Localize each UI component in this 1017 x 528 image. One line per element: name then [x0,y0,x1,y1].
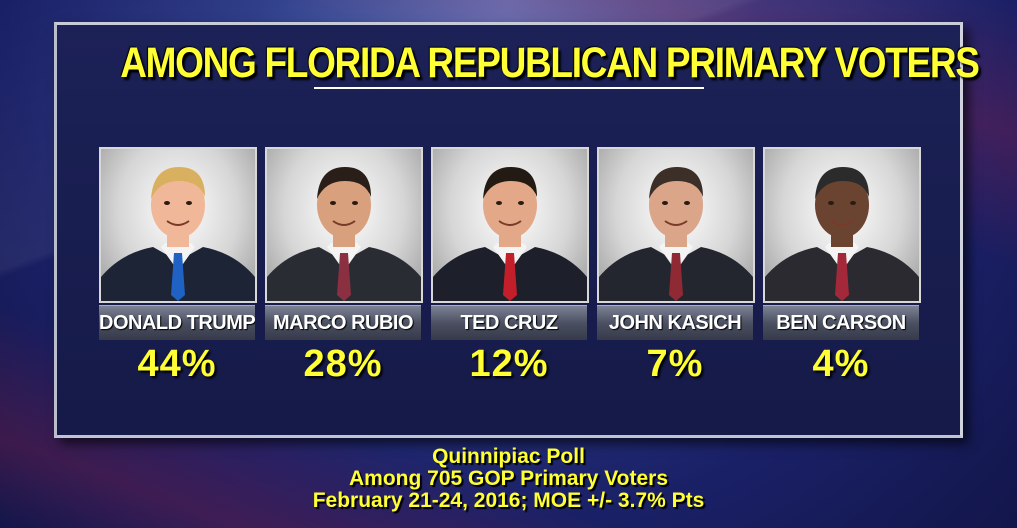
footer-dates-moe: February 21-24, 2016; MOE +/- 3.7% Pts [312,489,705,512]
title-underline [314,87,704,89]
graphic-panel: AMONG FLORIDA REPUBLICAN PRIMARY VOTERS … [54,22,980,438]
source-footer: Quinnipiac Poll Among 705 GOP Primary Vo… [0,446,1017,512]
candidate-photo [431,147,589,303]
candidate-percent: 44% [137,343,217,385]
candidate-photo [265,147,423,303]
candidate-percent: 7% [646,343,704,385]
footer-poll-name: Quinnipiac Poll [432,445,585,468]
candidate-name: MARCO RUBIO [265,305,421,340]
candidate-photo [763,147,921,303]
candidate-photo [99,147,257,303]
candidate-name: JOHN KASICH [597,305,753,340]
candidate-photo [597,147,755,303]
candidate-name: TED CRUZ [431,305,587,340]
candidate-percent: 28% [303,343,383,385]
candidate-percent: 4% [812,343,870,385]
candidate-name: DONALD TRUMP [99,305,255,340]
footer-sample: Among 705 GOP Primary Voters [348,467,668,490]
candidate-percent: 12% [469,343,549,385]
candidate-name: BEN CARSON [763,305,919,340]
page-title: AMONG FLORIDA REPUBLICAN PRIMARY VOTERS [120,39,980,87]
